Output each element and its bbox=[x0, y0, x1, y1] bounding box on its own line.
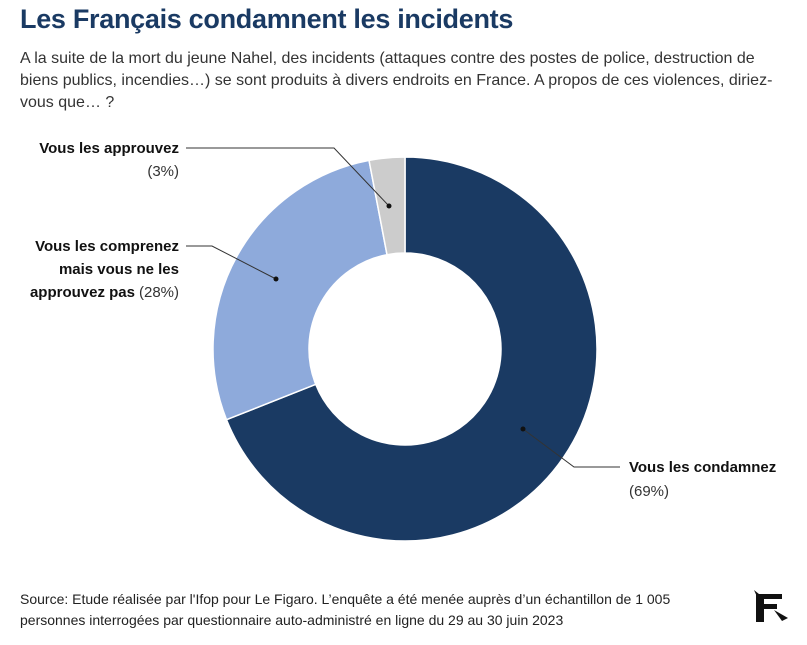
leader-dot-condemn bbox=[520, 426, 526, 432]
slice-condemn bbox=[225, 156, 598, 542]
label-understand-line3: approuvez pas (28%) bbox=[30, 284, 179, 301]
source-note: Source: Etude réalisée par l'Ifop pour L… bbox=[20, 591, 671, 628]
leader-line-approve bbox=[186, 147, 390, 207]
slice-understand bbox=[212, 159, 388, 421]
data-labels: Vous les approuvez (3%) Vous les compren… bbox=[30, 140, 776, 500]
leader-line-understand bbox=[186, 245, 277, 280]
leader-dot-approve bbox=[386, 203, 392, 209]
label-approve-pct: (3%) bbox=[147, 163, 179, 180]
leader-dot-understand bbox=[273, 276, 279, 282]
leader-dots bbox=[273, 203, 526, 432]
label-condemn: Vous les condamnez bbox=[629, 459, 776, 476]
le-figaro-logo-icon bbox=[754, 590, 788, 622]
label-condemn-pct: (69%) bbox=[629, 483, 669, 500]
label-understand-line3-text: approuvez pas bbox=[30, 284, 135, 301]
label-understand-line2: mais vous ne les bbox=[59, 261, 179, 278]
label-approve: Vous les approuvez bbox=[39, 140, 179, 157]
page-title: Les Français condamnent les incidents bbox=[20, 4, 514, 34]
donut-chart: Vous les approuvez (3%) Vous les compren… bbox=[30, 140, 776, 542]
chart-subtitle: A la suite de la mort du jeune Nahel, de… bbox=[20, 50, 773, 111]
label-understand-pct: (28%) bbox=[139, 284, 179, 301]
label-understand-line1: Vous les comprenez bbox=[35, 238, 179, 255]
leader-lines bbox=[186, 147, 620, 468]
donut-slices bbox=[212, 156, 598, 542]
leader-line-condemn bbox=[522, 428, 620, 468]
